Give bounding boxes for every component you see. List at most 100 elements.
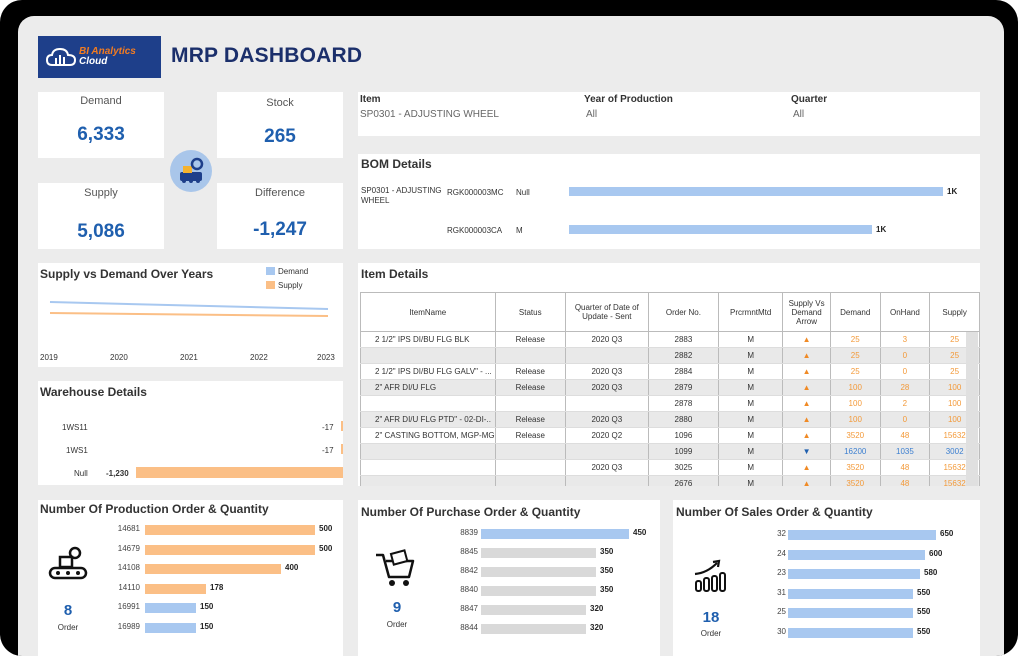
- bar-value-label: 550: [917, 607, 931, 616]
- table-row[interactable]: 1099 M ▼ 16200 1035 3002: [360, 443, 980, 460]
- quantity-bar[interactable]: [481, 529, 629, 539]
- table-cell: [564, 443, 649, 460]
- table-row[interactable]: 2" AFR DI/U FLG Release 2020 Q3 2879 M ▲ 100 28…: [360, 379, 980, 396]
- table-cell: ▲: [782, 475, 831, 486]
- quantity-bar[interactable]: [788, 588, 913, 599]
- table-cell: ▲: [782, 459, 831, 476]
- quantity-bar[interactable]: [145, 622, 196, 633]
- bar-category-label: 14681: [117, 524, 140, 533]
- warehouse-bar[interactable]: [341, 444, 343, 454]
- warehouse-bar[interactable]: [136, 467, 343, 478]
- table-cell: [494, 395, 566, 412]
- table-column-header[interactable]: PrcrmntMtd: [718, 292, 784, 332]
- kpi-label: Difference: [255, 187, 305, 199]
- kpi-label: Stock: [266, 97, 294, 109]
- filter-quarter-value[interactable]: All: [793, 109, 805, 120]
- purchase-order-label: Order: [386, 620, 408, 629]
- quantity-bar[interactable]: [481, 567, 596, 577]
- quantity-bar[interactable]: [145, 603, 196, 613]
- table-cell: M: [718, 331, 784, 348]
- table-cell: [494, 443, 566, 460]
- bar-category-label: 14679: [117, 543, 140, 553]
- table-row[interactable]: 2676 M ▲ 3520 48 15632: [360, 475, 980, 486]
- bar-category-label: 23: [777, 568, 786, 577]
- table-cell: M: [718, 443, 784, 460]
- table-cell: 100: [829, 395, 881, 412]
- quantity-bar[interactable]: [788, 608, 913, 618]
- bar-value-label: 500: [319, 543, 333, 553]
- bar-value-label: 150: [200, 621, 214, 631]
- table-row[interactable]: 2 1/2" IPS DI/BU FLG GALV" - ... Release 2…: [360, 363, 980, 380]
- table-cell: Release: [494, 411, 566, 428]
- table-row[interactable]: 2" AFR DI/U FLG PTD" - 02-DI-.. Release 20…: [360, 411, 980, 428]
- quantity-bar[interactable]: [481, 605, 586, 615]
- quantity-bar[interactable]: [481, 548, 596, 558]
- bar-value-label: 350: [600, 547, 614, 556]
- quantity-bar[interactable]: [145, 544, 315, 555]
- table-cell: [360, 475, 496, 486]
- bom-bar[interactable]: [569, 225, 872, 234]
- sales-growth-chart-icon: [694, 559, 726, 592]
- production-order-count: 8: [63, 602, 73, 619]
- brand-logo: BI Analytics Cloud: [38, 36, 161, 78]
- table-cell: 1035: [879, 443, 931, 460]
- table-column-header[interactable]: ItemName: [360, 292, 496, 332]
- table-cell: 2 1/2" IPS DI/BU FLG GALV" - ...: [360, 363, 496, 380]
- table-row[interactable]: 2020 Q3 3025 M ▲ 3520 48 15632: [360, 459, 980, 476]
- table-row[interactable]: 2 1/2" IPS DI/BU FLG BLK Release 2020 Q3 28…: [360, 331, 980, 348]
- table-column-header[interactable]: Supply Vs Demand Arrow: [782, 292, 831, 332]
- quantity-bar[interactable]: [788, 569, 920, 579]
- quantity-bar[interactable]: [788, 627, 913, 638]
- page-title: MRP DASHBOARD: [171, 44, 363, 67]
- quantity-bar[interactable]: [788, 530, 936, 540]
- quantity-bar[interactable]: [481, 624, 586, 634]
- filter-year-value[interactable]: All: [586, 109, 598, 120]
- table-cell: ▲: [782, 411, 831, 428]
- table-cell: 3520: [829, 475, 881, 486]
- table-column-header[interactable]: Supply: [929, 292, 980, 332]
- table-column-header[interactable]: Demand: [829, 292, 881, 332]
- warehouse-name: 1WS11: [62, 423, 88, 432]
- table-column-header[interactable]: Quarter of Date of Update - Sent: [564, 292, 649, 332]
- quantity-bar[interactable]: [788, 549, 925, 560]
- table-column-header[interactable]: Status: [494, 292, 566, 332]
- table-cell: [360, 443, 496, 460]
- quantity-bar[interactable]: [145, 525, 315, 535]
- bar-value-label: 550: [917, 587, 931, 597]
- quantity-bar[interactable]: [145, 583, 206, 594]
- item-table-viewport[interactable]: ItemName Status Quarter of Date of Update …: [360, 292, 980, 486]
- table-cell: Release: [494, 331, 566, 348]
- bom-bar[interactable]: [569, 187, 943, 196]
- item-details-title: Item Details: [361, 267, 429, 281]
- supply-demand-line-chart[interactable]: [48, 296, 333, 326]
- table-cell: 0: [879, 411, 931, 428]
- table-cell: 2" CASTING BOTTOM, MGP-MG02CB: [360, 427, 496, 444]
- kpi-difference-card: Difference -1,247: [217, 183, 343, 249]
- filter-item-label: Item: [360, 94, 381, 105]
- filter-item-value[interactable]: SP0301 - ADJUSTING WHEEL: [360, 109, 499, 120]
- table-row[interactable]: 2" CASTING BOTTOM, MGP-MG02CBRelease2020…: [360, 427, 980, 444]
- table-row[interactable]: 2882 M ▲ 25 0 25: [360, 347, 980, 364]
- bar-value-label: 650: [940, 529, 954, 538]
- table-row[interactable]: 2878 M ▲ 100 2 100: [360, 395, 980, 412]
- bar-category-label: 25: [777, 607, 786, 616]
- quantity-bar[interactable]: [145, 564, 281, 574]
- table-cell: 2: [879, 395, 931, 412]
- table-cell: 25: [829, 331, 881, 348]
- table-column-header[interactable]: OnHand: [879, 292, 931, 332]
- bar-category-label: 8840: [460, 585, 478, 594]
- table-cell: [494, 459, 566, 476]
- table-cell: 2 1/2" IPS DI/BU FLG BLK: [360, 331, 496, 348]
- quantity-bar[interactable]: [481, 586, 596, 596]
- table-column-header[interactable]: Order No.: [647, 292, 720, 332]
- warehouse-bar[interactable]: [341, 421, 343, 431]
- table-cell: [494, 475, 566, 486]
- table-cell: ▲: [782, 379, 831, 396]
- table-cell: Release: [494, 363, 566, 380]
- filter-quarter-label: Quarter: [791, 94, 828, 105]
- table-scrollbar[interactable]: [966, 332, 978, 486]
- shopping-cart-icon: [376, 549, 415, 586]
- bar-value-label: 320: [590, 604, 604, 613]
- table-cell: 2676: [647, 475, 720, 486]
